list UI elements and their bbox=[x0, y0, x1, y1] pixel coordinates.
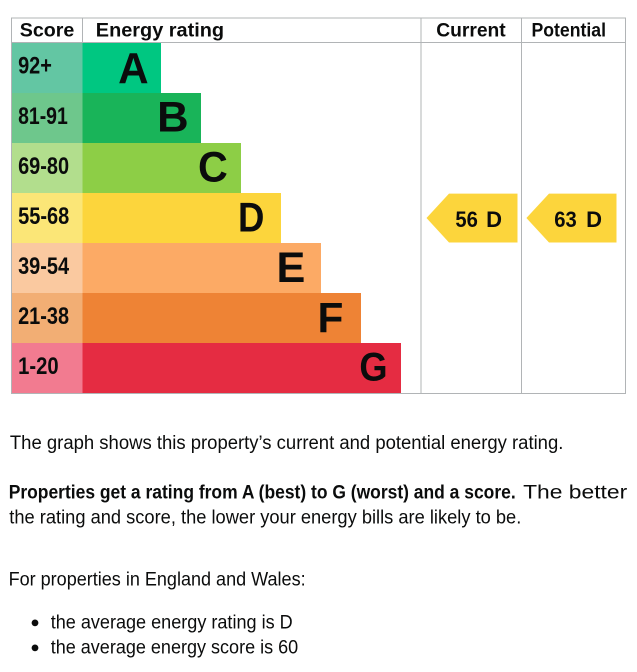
svg-text:63: 63 bbox=[554, 207, 577, 232]
svg-text:E: E bbox=[276, 244, 305, 291]
svg-text:The graph shows this property’: The graph shows this property’s current … bbox=[10, 433, 564, 454]
svg-text:56: 56 bbox=[455, 207, 478, 232]
svg-text:D: D bbox=[586, 207, 602, 232]
svg-text:the rating and score, the lowe: the rating and score, the lower your ene… bbox=[9, 507, 521, 528]
svg-text:D: D bbox=[486, 207, 502, 232]
svg-text:69-80: 69-80 bbox=[18, 153, 69, 180]
svg-text:D: D bbox=[238, 193, 264, 240]
svg-text:39-54: 39-54 bbox=[18, 253, 70, 280]
svg-text:21-38: 21-38 bbox=[18, 303, 69, 330]
svg-text:Potential: Potential bbox=[532, 19, 607, 41]
svg-text:For properties in England and: For properties in England and Wales: bbox=[9, 569, 306, 590]
svg-text:81-91: 81-91 bbox=[18, 103, 68, 130]
svg-text:1-20: 1-20 bbox=[18, 353, 59, 380]
svg-text:Current: Current bbox=[436, 19, 506, 41]
svg-text:B: B bbox=[157, 95, 189, 142]
svg-text:92+: 92+ bbox=[18, 53, 52, 80]
svg-text:Properties get a rating from A: Properties get a rating from A (best) to… bbox=[9, 482, 516, 503]
svg-text:G: G bbox=[359, 345, 387, 389]
svg-text:the average energy score is 60: the average energy score is 60 bbox=[51, 637, 299, 658]
svg-text:Score: Score bbox=[20, 19, 75, 41]
svg-text:A: A bbox=[118, 44, 149, 93]
svg-text:Energy rating: Energy rating bbox=[96, 19, 224, 41]
svg-text:C: C bbox=[198, 144, 228, 192]
svg-text:The better: The better bbox=[523, 482, 628, 503]
svg-text:55-68: 55-68 bbox=[18, 203, 69, 230]
svg-text:the average energy rating is D: the average energy rating is D bbox=[51, 612, 293, 633]
svg-text:F: F bbox=[317, 294, 343, 342]
